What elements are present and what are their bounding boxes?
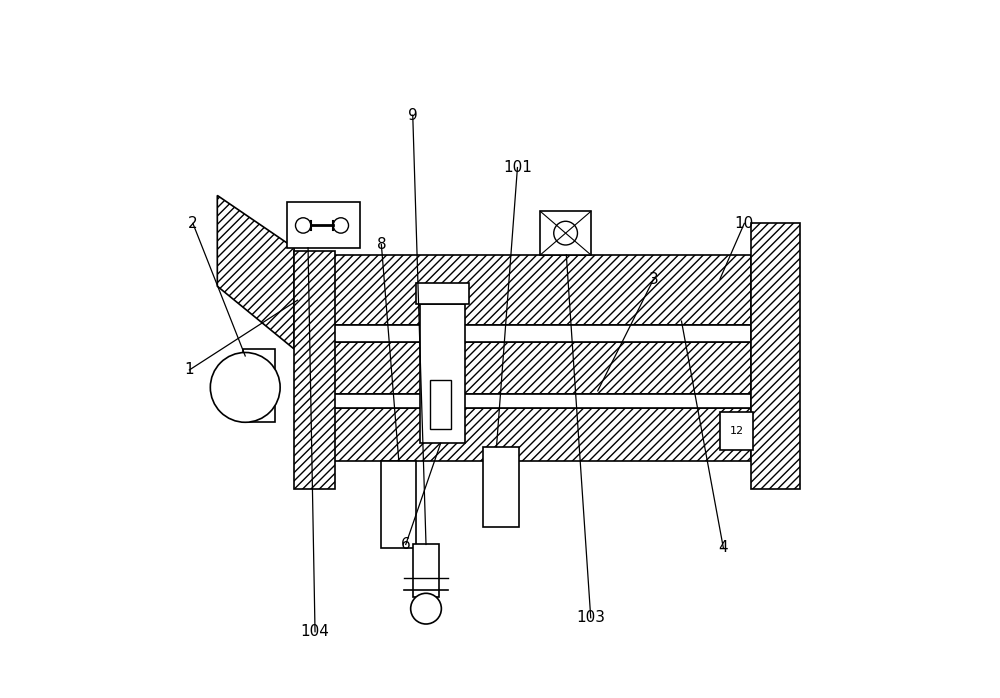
Bar [540, 211, 591, 255]
Bar [483, 447, 519, 527]
Bar [301, 408, 751, 461]
Circle shape [554, 221, 577, 245]
Bar [720, 412, 753, 450]
Text: 103: 103 [576, 610, 605, 625]
Bar [413, 544, 439, 597]
Bar [301, 342, 751, 394]
Bar [301, 394, 751, 408]
Bar [381, 461, 416, 548]
Text: 1: 1 [185, 362, 194, 378]
Circle shape [210, 352, 280, 422]
Text: 12: 12 [730, 426, 744, 436]
Bar [294, 251, 335, 489]
Bar [416, 283, 469, 304]
Text: 104: 104 [301, 624, 329, 639]
Circle shape [333, 218, 349, 233]
Bar [301, 325, 751, 342]
Text: 8: 8 [377, 237, 386, 252]
Polygon shape [217, 195, 294, 349]
Bar [430, 380, 451, 429]
Text: 9: 9 [408, 107, 418, 123]
Bar [751, 223, 800, 489]
Text: 10: 10 [735, 216, 754, 231]
Bar [420, 304, 465, 443]
Bar [243, 349, 275, 422]
Circle shape [295, 218, 311, 233]
Bar [301, 255, 751, 325]
Bar [287, 202, 360, 248]
Text: 101: 101 [503, 160, 532, 175]
Text: 2: 2 [188, 216, 198, 231]
Text: 4: 4 [719, 540, 728, 556]
Text: 6: 6 [401, 537, 411, 552]
Text: 3: 3 [649, 272, 658, 287]
Circle shape [411, 593, 441, 624]
